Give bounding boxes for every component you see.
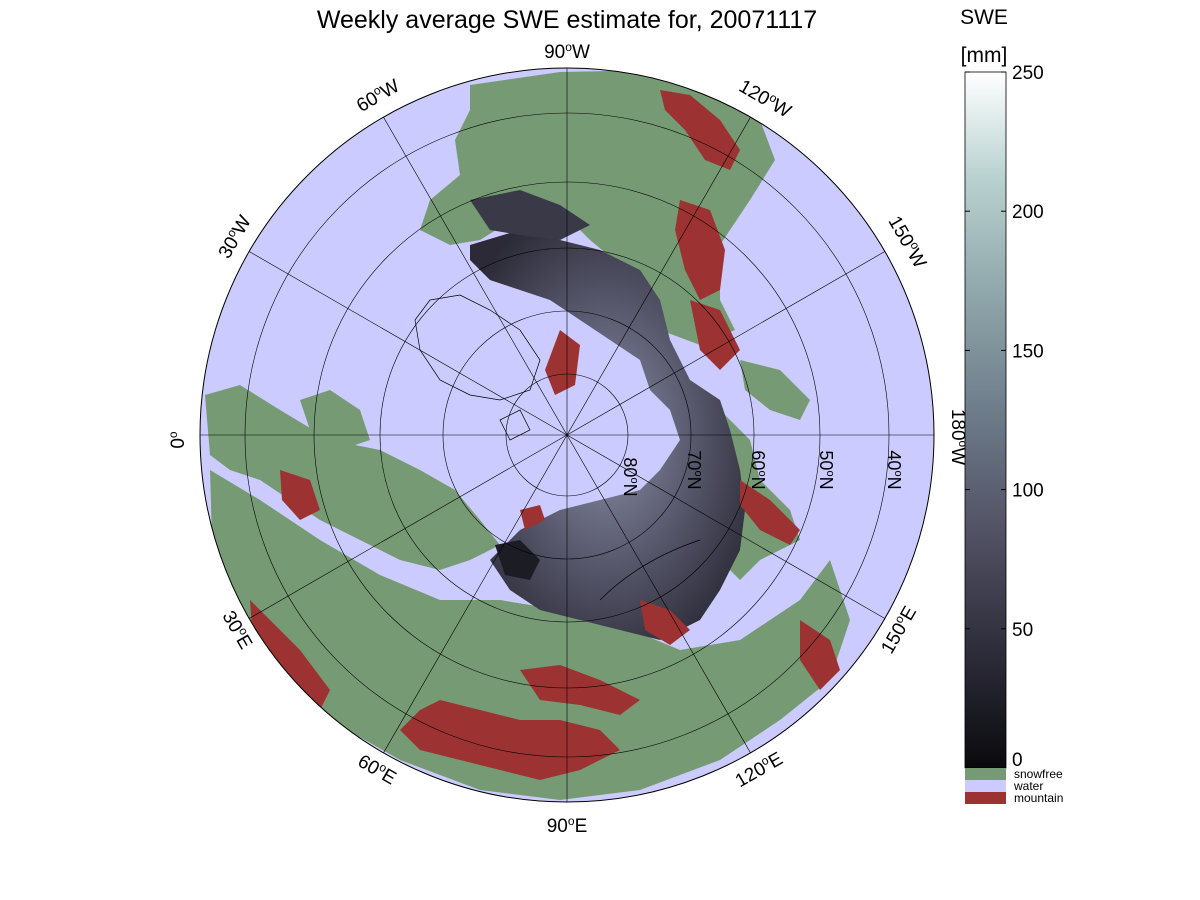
colorbar-gradient xyxy=(964,71,1007,769)
map-title: Weekly average SWE estimate for, 2007111… xyxy=(317,6,817,34)
map-border xyxy=(199,67,935,803)
lat-label-40n: 40oN xyxy=(884,450,904,489)
lat-label-50n: 50oN xyxy=(816,450,836,489)
lon-label-180w: 180oW xyxy=(947,409,970,465)
colorbar-tick-label: 250 xyxy=(1012,63,1044,84)
colorbar-unit: [mm] xyxy=(961,44,1008,67)
legend-label-mountain: mountain xyxy=(1014,791,1063,805)
lat-label-60n: 60oN xyxy=(748,450,768,489)
legend-label-snowfree: snowfree xyxy=(1014,767,1063,781)
legend-swatch-mountain xyxy=(965,792,1006,804)
colorbar-tick-label: 150 xyxy=(1012,341,1044,362)
mountain-areas xyxy=(250,90,840,780)
lon-label-0: 0o xyxy=(166,431,189,449)
colorbar: SWE [mm] 0 50 100 150 200 250 snowfreewatermo… xyxy=(960,6,1063,805)
legend-swatch-water xyxy=(965,780,1006,792)
colorbar-ticks: 0 50 100 150 200 250 xyxy=(965,63,1044,771)
parallel-labels: 80oN 70oN 60oN 50oN 40oN xyxy=(620,450,904,496)
coastlines xyxy=(414,294,701,601)
colorbar-tick-label: 0 xyxy=(1012,750,1023,771)
colorbar-title: SWE xyxy=(960,6,1008,29)
lon-label-150e: 150oE xyxy=(876,602,921,658)
snow-cover xyxy=(470,190,745,640)
colorbar-tick-label: 50 xyxy=(1012,620,1033,641)
lon-label-90w: 90oW xyxy=(544,40,590,63)
colorbar-tick-label: 200 xyxy=(1012,202,1044,223)
lon-label-90e: 90oE xyxy=(547,814,588,837)
legend-swatch-snowfree xyxy=(965,768,1006,780)
lat-label-80n: 80oN xyxy=(620,457,640,496)
legend-label-water: water xyxy=(1013,779,1043,793)
colorbar-tick-label: 100 xyxy=(1012,481,1044,502)
graticule-meridians xyxy=(200,68,934,802)
polar-map xyxy=(200,68,934,802)
snowfree-land xyxy=(205,70,850,800)
lat-label-70n: 70oN xyxy=(684,450,704,489)
